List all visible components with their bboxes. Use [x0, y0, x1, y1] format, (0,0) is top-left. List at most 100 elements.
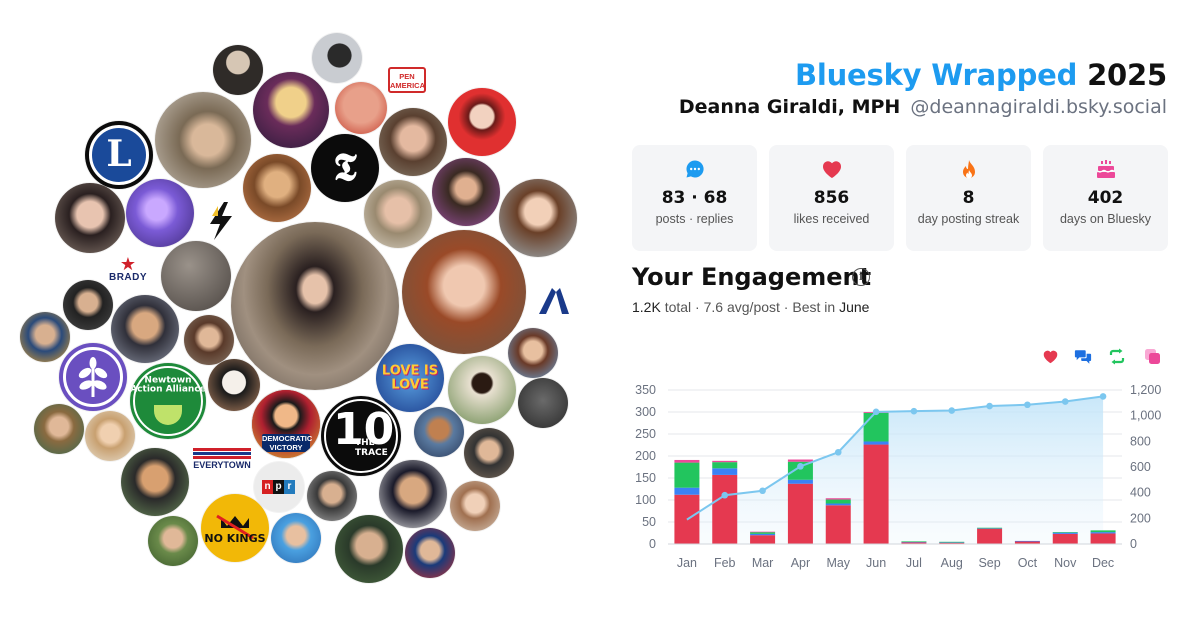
bar-segment-quotes [787, 459, 813, 462]
avatar [208, 359, 260, 411]
user-handle: @deannagiraldi.bsky.social [910, 96, 1167, 118]
x-tick-label: Jul [906, 556, 922, 570]
cumulative-point [986, 402, 993, 410]
bar-segment-likes [863, 444, 889, 544]
bar-segment-likes [1052, 533, 1078, 544]
avatar [20, 312, 70, 362]
user-identity: Deanna Giraldi, MPH @deannagiraldi.bsky.… [679, 96, 1167, 118]
x-tick-label: Apr [791, 556, 810, 570]
bar-segment-quotes [825, 498, 851, 500]
bar-segment-likes [1014, 541, 1040, 544]
cumulative-point [948, 407, 956, 414]
avatar [335, 82, 387, 134]
avatar [155, 92, 251, 188]
newtown-logo: Newtown Action Alliance [130, 363, 206, 439]
avatar [161, 241, 231, 311]
bar-segment-quotes [712, 460, 738, 463]
avatar [63, 280, 113, 330]
engagement-chart: 0 50 100 150 200 250 300 350 0 200 400 600 800 1,000 1… [635, 383, 1161, 570]
bar-segment-replies [750, 533, 776, 536]
repost-icon[interactable] [1108, 347, 1126, 365]
cumulative-point [910, 407, 918, 415]
avatar [271, 513, 321, 563]
avatar [364, 180, 432, 248]
flame-icon [906, 159, 1031, 181]
avatar [448, 356, 516, 424]
best-month: June [839, 299, 870, 315]
bar-segment-quotes [674, 459, 700, 463]
best-month-prefix: Best in [792, 299, 836, 315]
avatar [253, 72, 329, 148]
bar-segment-likes [1090, 533, 1116, 544]
bar-segment-replies [939, 542, 965, 543]
cumulative-point [759, 487, 766, 495]
stat-value: 856 [813, 188, 850, 208]
avatar [379, 460, 447, 528]
reply-bubbles-icon[interactable] [1074, 347, 1092, 365]
bar-segment-replies [901, 541, 927, 543]
bar-segment-replies [712, 468, 738, 475]
y-tick-left: 300 [635, 405, 656, 419]
brady-logo: ★ BRADY [108, 253, 148, 283]
avatar [307, 471, 357, 521]
stat-caption: posts · replies [655, 212, 734, 226]
bar-segment-reposts [901, 541, 927, 542]
bar-segment-likes [712, 474, 738, 544]
engagement-summary: 1.2K total · 7.6 avg/post · Best in June [632, 299, 870, 315]
bar-segment-reposts [1052, 532, 1078, 533]
stat-value: 402 [1087, 188, 1124, 208]
avatar [518, 378, 568, 428]
avatar [450, 481, 500, 531]
year-title: 2025 [1087, 58, 1167, 92]
avatar [312, 33, 362, 83]
avatar [464, 428, 514, 478]
y-tick-right: 1,200 [1130, 383, 1161, 397]
speech-bubble-icon [632, 159, 757, 181]
y-tick-right: 0 [1130, 537, 1137, 551]
stat-card-streak: 8 day posting streak [906, 145, 1031, 251]
bar-segment-reposts [825, 499, 851, 504]
brand-title: Bluesky Wrapped [794, 58, 1078, 92]
bar-segment-reposts [977, 527, 1003, 529]
avatar [405, 528, 455, 578]
quote-icon[interactable] [1143, 347, 1161, 365]
democratic-logo: DEMOCRATIC VICTORY [252, 390, 320, 458]
display-name: Deanna Giraldi, MPH [678, 96, 901, 118]
bar-segment-likes [787, 483, 813, 544]
bar-segment-likes [901, 542, 927, 544]
l-logo: L [85, 121, 153, 189]
bar-segment-reposts [939, 541, 965, 543]
y-tick-right: 200 [1130, 511, 1151, 525]
bar-segment-reposts [674, 462, 700, 488]
cumulative-point [872, 408, 880, 416]
avatar [508, 328, 558, 378]
avatar [55, 183, 125, 253]
engagement-title: Your Engagement [632, 263, 872, 291]
stat-value: 83 · 68 [661, 188, 728, 208]
stat-card-posts: 83 · 68 posts · replies [632, 145, 757, 251]
x-tick-label: Sep [978, 556, 1000, 570]
info-icon[interactable]: i [852, 268, 870, 286]
heart-icon [769, 159, 894, 181]
avatar [121, 448, 189, 516]
pen-america-logo: PEN AMERICA [386, 64, 428, 96]
avatar [414, 407, 464, 457]
avatar [243, 154, 311, 222]
avatar [432, 158, 500, 226]
cumulative-point [797, 463, 804, 470]
avatar [379, 108, 447, 176]
cake-icon [1043, 159, 1168, 181]
avatar [34, 404, 84, 454]
heart-icon[interactable] [1041, 347, 1059, 365]
bar-segment-replies [1090, 532, 1116, 534]
bar-segment-likes [977, 528, 1003, 544]
y-tick-left: 100 [635, 493, 656, 507]
stat-caption: day posting streak [917, 212, 1020, 226]
bar-segment-replies [1014, 540, 1040, 542]
x-tick-label: Aug [941, 556, 963, 570]
engagement-total: 1.2K [632, 299, 661, 315]
cumulative-point [1099, 393, 1107, 400]
y-tick-left: 150 [635, 471, 656, 485]
x-tick-label: Jun [866, 556, 886, 570]
